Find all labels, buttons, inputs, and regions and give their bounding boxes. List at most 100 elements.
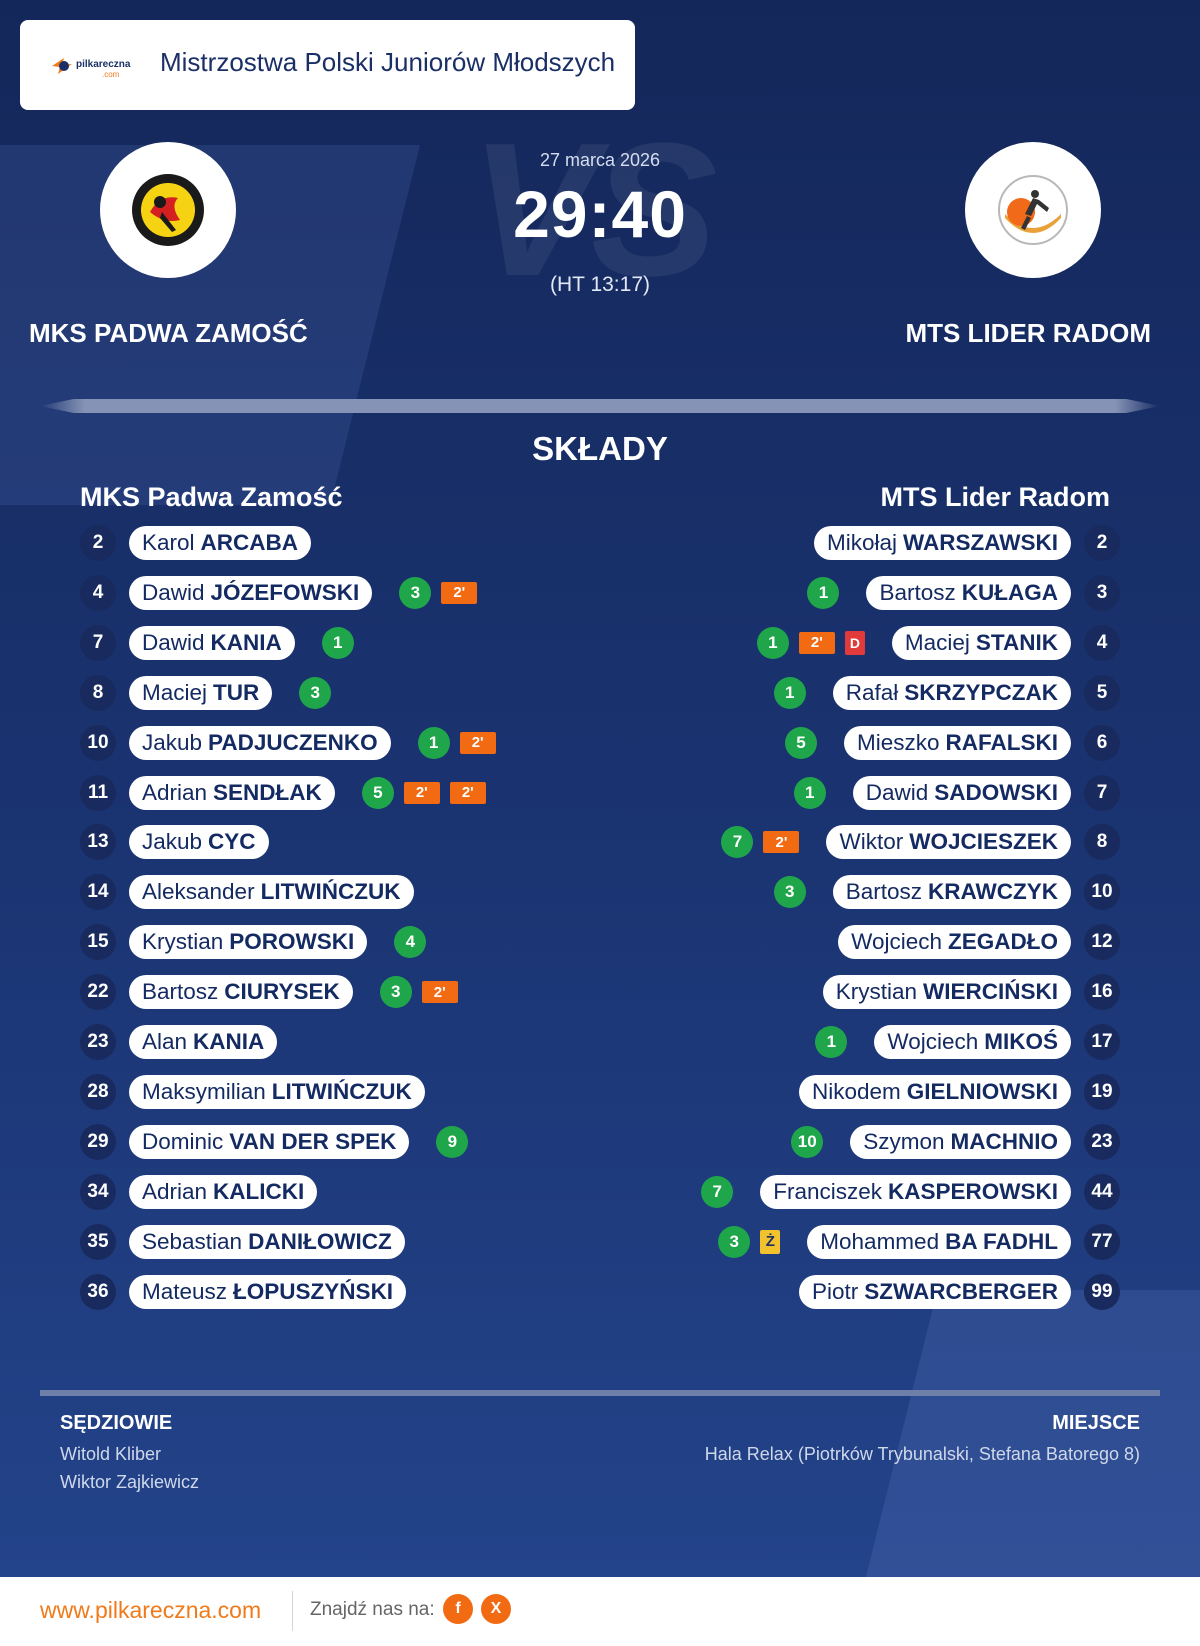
player-name[interactable]: Karol ARCABA (129, 526, 312, 560)
player-row: 23 Alan KANIA (80, 1022, 299, 1062)
goals-badge: 7 (701, 1175, 734, 1208)
player-first-name: Jakub (142, 829, 203, 855)
player-name[interactable]: Szymon MACHNIO (850, 1124, 1071, 1159)
shirt-number: 23 (1084, 1123, 1120, 1160)
player-row: 12 Wojciech ZEGADŁO (816, 922, 1120, 962)
player-name[interactable]: Krystian WIERCIŃSKI (822, 975, 1071, 1010)
player-name[interactable]: Mohammed BA FADHL (807, 1224, 1071, 1259)
goals-badge: 3 (718, 1225, 751, 1258)
player-row: 7 Dawid SADOWSKI 1 (789, 773, 1120, 813)
player-last-name: MIKOŚ (984, 1029, 1058, 1054)
player-name[interactable]: Piotr SZWARCBERGER (798, 1274, 1071, 1309)
player-last-name: WIERCIŃSKI (923, 979, 1058, 1005)
player-name[interactable]: Bartosz KRAWCZYK (832, 875, 1071, 910)
player-name[interactable]: Aleksander LITWIŃCZUK (129, 875, 414, 910)
player-name[interactable]: Mateusz ŁOPUSZYŃSKI (129, 1274, 407, 1309)
goals-badge: 1 (773, 676, 806, 709)
player-name[interactable]: Jakub CYC (129, 825, 269, 860)
player-name[interactable]: Adrian SENDŁAK (129, 775, 335, 810)
player-first-name: Mieszko (856, 729, 940, 755)
player-name[interactable]: Nikodem GIELNIOWSKI (798, 1074, 1071, 1109)
player-first-name: Bartosz (845, 879, 922, 905)
player-name[interactable]: Wiktor WOJCIESZEK (826, 825, 1071, 860)
shirt-number: 28 (80, 1073, 116, 1110)
shirt-number: 10 (80, 724, 116, 761)
player-name[interactable]: Dawid JÓZEFOWSKI (129, 575, 373, 610)
player-name[interactable]: Wojciech ZEGADŁO (838, 925, 1071, 960)
player-last-name: LITWIŃCZUK (260, 879, 401, 905)
shirt-number: 23 (80, 1024, 116, 1060)
player-last-name: RAFALSKI (945, 729, 1059, 755)
player-first-name: Krystian (142, 929, 224, 955)
lider-crest-icon (998, 175, 1068, 245)
player-stats: 3 (769, 876, 811, 909)
shirt-number: 15 (80, 924, 116, 961)
player-name[interactable]: Mieszko RAFALSKI (843, 725, 1071, 760)
goals-badge: 10 (791, 1125, 824, 1158)
player-name[interactable]: Maciej STANIK (891, 625, 1071, 660)
player-name[interactable]: Alan KANIA (129, 1025, 278, 1059)
player-last-name: PADJUCZENKO (208, 729, 378, 755)
player-last-name: CYC (208, 829, 256, 855)
player-name[interactable]: Franciszek KASPEROWSKI (760, 1174, 1071, 1209)
goals-badge: 1 (321, 626, 354, 659)
player-name[interactable]: Dominic VAN DER SPEK (129, 1124, 410, 1159)
lineups-title: SKŁADY (532, 430, 668, 467)
player-row: 16 Krystian WIERCIŃSKI (801, 972, 1120, 1012)
player-first-name: Franciszek (773, 1178, 882, 1204)
website-link[interactable]: www.pilkareczna.com (40, 1597, 262, 1623)
player-name[interactable]: Maksymilian LITWIŃCZUK (129, 1074, 425, 1109)
player-first-name: Alan (142, 1029, 188, 1054)
player-last-name: SZWARCBERGER (864, 1278, 1058, 1304)
player-stats: 10 (786, 1125, 828, 1158)
x-twitter-icon[interactable]: X (481, 1594, 511, 1624)
shirt-number: 14 (80, 874, 116, 911)
player-row: 4 Maciej STANIK D 2' 1 (752, 623, 1120, 663)
pilkareczna-logo-icon[interactable]: pilkareczna .com (50, 52, 140, 80)
player-last-name: VAN DER SPEK (229, 1128, 397, 1154)
player-stats: 2' 7 (716, 826, 804, 859)
referees-label: SĘDZIOWIE (60, 1412, 173, 1434)
player-name[interactable]: Jakub PADJUCZENKO (129, 725, 391, 760)
player-stats: 3 2' (375, 976, 463, 1009)
player-row: 19 Nikodem GIELNIOWSKI (777, 1072, 1120, 1112)
player-first-name: Mateusz (142, 1278, 228, 1304)
shirt-number: 29 (80, 1123, 116, 1160)
player-name[interactable]: Wojciech MIKOŚ (874, 1025, 1071, 1059)
player-row: 99 Piotr SZWARCBERGER (777, 1272, 1120, 1312)
player-row: 34 Adrian KALICKI (80, 1172, 339, 1212)
player-name[interactable]: Maciej TUR (129, 675, 273, 710)
shirt-number: 8 (80, 674, 116, 711)
player-last-name: MACHNIO (950, 1128, 1059, 1154)
player-row: 35 Sebastian DANIŁOWICZ (80, 1222, 427, 1262)
player-name[interactable]: Mikołaj WARSZAWSKI (813, 526, 1071, 560)
player-row: 11 Adrian SENDŁAK 5 2' 2' (80, 773, 491, 813)
player-name[interactable]: Krystian POROWSKI (129, 925, 368, 960)
player-name[interactable]: Adrian KALICKI (129, 1174, 318, 1209)
player-row: 22 Bartosz CIURYSEK 3 2' (80, 972, 463, 1012)
player-last-name: JÓZEFOWSKI (210, 579, 360, 605)
player-name[interactable]: Bartosz CIURYSEK (129, 975, 353, 1010)
referee-name: Wiktor Zajkiewicz (60, 1472, 200, 1492)
player-name[interactable]: Bartosz KUŁAGA (866, 575, 1071, 610)
player-name[interactable]: Dawid KANIA (129, 625, 295, 660)
home-team-name: MKS PADWA ZAMOŚĆ (29, 318, 308, 348)
player-first-name: Krystian (835, 979, 917, 1005)
two-minute-penalty-badge: 2' (798, 631, 835, 654)
player-name[interactable]: Sebastian DANIŁOWICZ (129, 1224, 405, 1259)
player-last-name: KASPEROWSKI (887, 1178, 1058, 1204)
player-last-name: GIELNIOWSKI (906, 1078, 1058, 1104)
player-stats: 4 (389, 926, 431, 959)
player-last-name: ZEGADŁO (948, 929, 1058, 955)
yellow-card: Ż (760, 1229, 781, 1254)
player-name[interactable]: Rafał SKRZYPCZAK (832, 675, 1071, 710)
goals-badge: 3 (299, 676, 332, 709)
player-row: 6 Mieszko RAFALSKI 5 (780, 723, 1120, 763)
shirt-number: 6 (1084, 724, 1120, 761)
player-name[interactable]: Dawid SADOWSKI (852, 775, 1071, 810)
player-stats: 5 2' 2' (357, 776, 491, 809)
player-first-name: Szymon (863, 1128, 945, 1154)
player-last-name: BA FADHL (945, 1228, 1058, 1254)
facebook-icon[interactable]: f (443, 1594, 473, 1624)
player-row: 2 Karol ARCABA (80, 523, 333, 563)
